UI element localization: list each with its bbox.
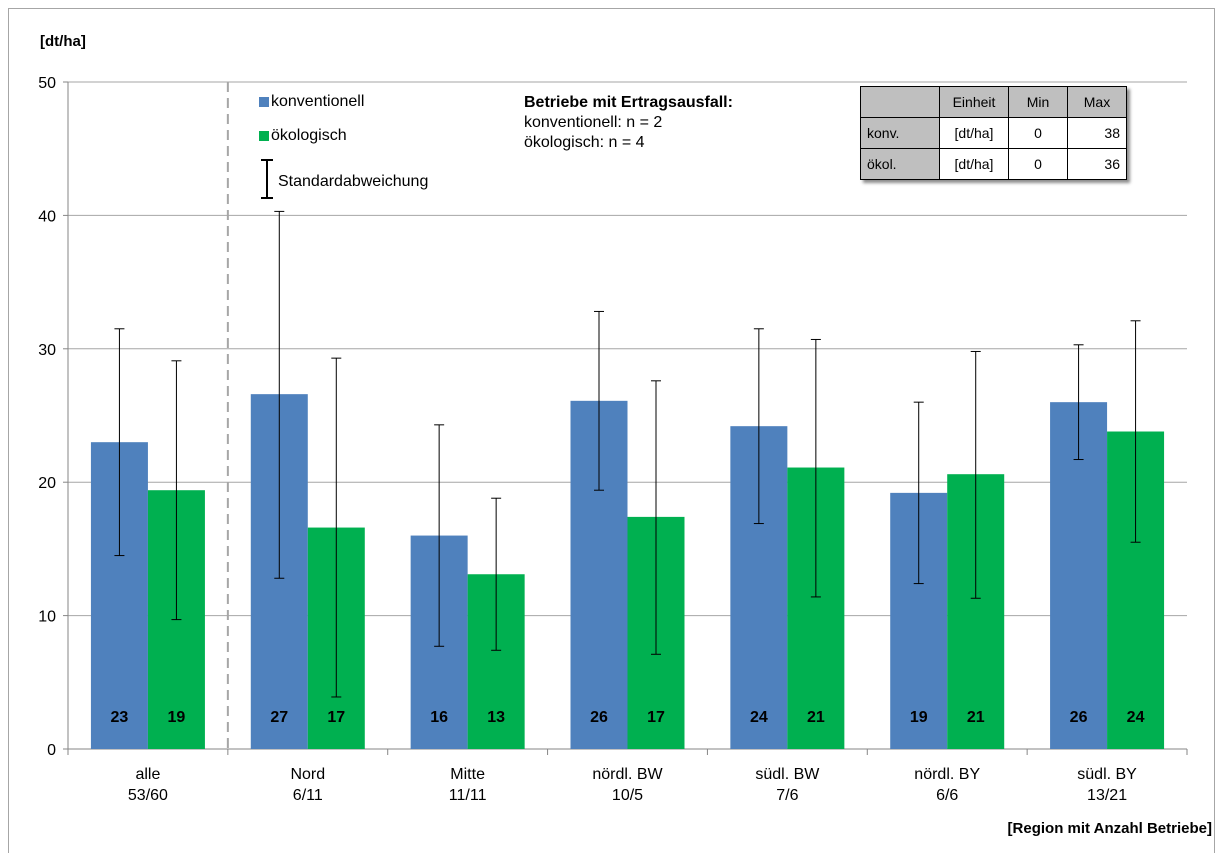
y-tick-label: 30 — [38, 342, 56, 359]
x-tick-count-label: 10/5 — [612, 787, 643, 804]
legend-swatch-green — [259, 131, 269, 141]
x-tick-count-label: 6/11 — [293, 787, 323, 804]
info-table-row: konv. [dt/ha] 0 38 — [860, 117, 1127, 149]
x-tick-count-label: 53/60 — [128, 787, 168, 804]
info-table-cell: [dt/ha] — [939, 117, 1009, 149]
legend-swatch-blue — [259, 97, 269, 107]
data-label: 23 — [111, 709, 129, 726]
data-label: 24 — [750, 709, 768, 726]
note-title: Betriebe mit Ertragsausfall: — [524, 94, 733, 111]
y-tick-label: 10 — [38, 609, 56, 626]
info-table-row: ökol. [dt/ha] 0 36 — [860, 148, 1127, 180]
note-line-oeko: ökologisch: n = 4 — [524, 134, 645, 151]
y-tick-label: 40 — [38, 208, 56, 225]
legend-item-oekologisch: ökologisch — [259, 127, 347, 145]
x-tick-label: Nord — [290, 766, 325, 783]
y-tick-label: 20 — [38, 475, 56, 492]
legend-label-konventionell: konventionell — [271, 93, 365, 110]
x-tick-label: nördl. BY — [914, 766, 980, 783]
info-table-cell: konv. — [860, 117, 940, 149]
data-label: 16 — [430, 709, 448, 726]
data-label: 19 — [168, 709, 186, 726]
x-tick-label: südl. BY — [1077, 766, 1137, 783]
y-tick-label: 0 — [47, 742, 56, 759]
legend-label-oekologisch: ökologisch — [271, 127, 347, 144]
info-table: Einheit Min Max konv. [dt/ha] 0 38 ökol.… — [860, 86, 1127, 180]
data-label: 17 — [647, 709, 665, 726]
y-tick-label: 50 — [38, 75, 56, 92]
note-box: Betriebe mit Ertragsausfall: konventione… — [524, 93, 733, 153]
data-label: 21 — [967, 709, 985, 726]
x-axis-label: [Region mit Anzahl Betriebe] — [1007, 820, 1212, 837]
legend-item-std: Standardabweichung — [278, 173, 428, 191]
info-table-header-row: Einheit Min Max — [860, 86, 1127, 118]
x-tick-count-label: 7/6 — [776, 787, 798, 804]
info-table-header-max: Max — [1067, 86, 1127, 118]
data-label: 13 — [487, 709, 505, 726]
x-tick-label: alle — [135, 766, 160, 783]
chart-frame — [8, 8, 1215, 853]
info-table-header-empty — [860, 86, 940, 118]
info-table-cell: 36 — [1067, 148, 1127, 180]
info-table-cell: 0 — [1008, 117, 1068, 149]
info-table-cell: [dt/ha] — [939, 148, 1009, 180]
x-tick-count-label: 11/11 — [449, 787, 487, 804]
data-label: 24 — [1127, 709, 1145, 726]
data-label: 21 — [807, 709, 825, 726]
info-table-cell: 38 — [1067, 117, 1127, 149]
info-table-header-unit: Einheit — [939, 86, 1009, 118]
data-label: 26 — [590, 709, 608, 726]
x-tick-label: südl. BW — [755, 766, 820, 783]
note-line-konv: konventionell: n = 2 — [524, 114, 663, 131]
data-label: 19 — [910, 709, 928, 726]
x-tick-label: nördl. BW — [592, 766, 663, 783]
legend-item-konventionell: konventionell — [259, 93, 364, 111]
legend-label-std: Standardabweichung — [278, 173, 429, 190]
info-table-cell: 0 — [1008, 148, 1068, 180]
info-table-header-min: Min — [1008, 86, 1068, 118]
x-tick-count-label: 13/21 — [1087, 787, 1127, 804]
data-label: 26 — [1070, 709, 1088, 726]
info-table-cell: ökol. — [860, 148, 940, 180]
data-label: 17 — [327, 709, 345, 726]
x-tick-count-label: 6/6 — [936, 787, 958, 804]
data-label: 27 — [270, 709, 288, 726]
y-axis-label: [dt/ha] — [40, 33, 86, 50]
x-tick-label: Mitte — [450, 766, 485, 783]
